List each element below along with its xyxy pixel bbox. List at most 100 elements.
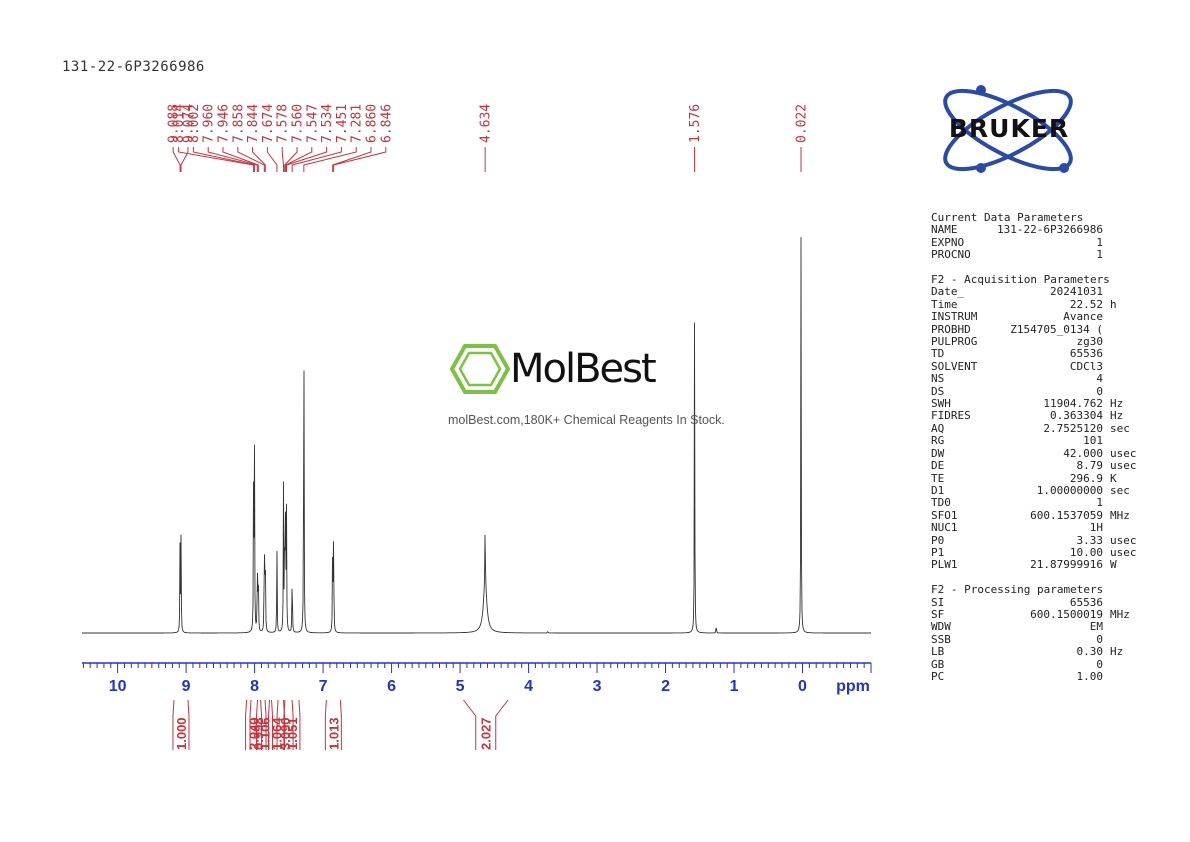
peak-label: 7.578 (276, 104, 291, 143)
param-key: Date_ (931, 285, 965, 299)
param-row: TD 65536 (931, 348, 1139, 361)
integral-bracket (249, 699, 252, 750)
integral-label: 0.998 (251, 717, 266, 750)
param-unit (1103, 336, 1110, 348)
watermark-name: MolBest (510, 346, 657, 392)
param-unit (1103, 249, 1110, 261)
param-row: NS 4 (931, 372, 1139, 386)
param-unit: MHz (1110, 607, 1130, 621)
param-unit: usec (1110, 533, 1137, 547)
spectrum-trace (82, 237, 871, 634)
param-key: PROCNO (931, 248, 971, 262)
integral-label: 3.090 (278, 717, 293, 750)
param-value: 1.00000000 (1036, 483, 1103, 497)
x-tick-label: 8 (250, 678, 259, 695)
param-unit (1103, 671, 1110, 683)
peak-label: 7.844 (246, 104, 261, 143)
param-value: 600.1500019 (1030, 607, 1103, 621)
param-key: DE (931, 459, 945, 473)
param-value: CDCl3 (1069, 359, 1103, 373)
peak-label: 7.451 (335, 104, 350, 143)
param-row: TE 296.9 K (931, 472, 1139, 485)
peak-leader-line (180, 147, 189, 172)
integral-bracket (298, 699, 301, 750)
param-value: 0.363304 (1050, 409, 1103, 423)
integral-bracket (187, 699, 190, 750)
x-tick-label: 7 (319, 678, 328, 695)
param-row: PC 1.00 (931, 670, 1139, 683)
bruker-logo: BRUKER (924, 82, 1094, 178)
peak-leader-line (284, 147, 298, 172)
param-key: SF (931, 607, 945, 621)
param-key: DS (931, 384, 945, 398)
peak-leader-line (207, 147, 258, 172)
x-tick-label: 1 (730, 678, 739, 695)
param-key: TD0 (931, 496, 951, 510)
param-value: 0 (1096, 657, 1103, 671)
param-value: 21.87999916 (1030, 558, 1103, 572)
param-row: LB 0.30 Hz (931, 645, 1139, 659)
integral-label: 1.000 (174, 717, 189, 750)
integral-label: 1.051 (285, 717, 300, 750)
peak-leader-line (333, 147, 387, 172)
peak-label: 7.560 (290, 104, 305, 143)
param-unit (1103, 286, 1110, 298)
param-value: 42.000 (1063, 446, 1103, 460)
param-key: NUC1 (931, 521, 958, 535)
param-unit: h (1110, 297, 1117, 311)
peak-label: 7.946 (216, 104, 231, 143)
param-unit (1103, 386, 1110, 398)
sample-title: 131-22-6P3266986 (62, 59, 205, 75)
param-key: EXPNO (931, 235, 965, 249)
param-row: WDW EM (931, 620, 1139, 633)
param-row: GB 0 (931, 657, 1139, 671)
param-value: 131-22-6P3266986 (997, 223, 1103, 237)
param-unit (1103, 311, 1110, 323)
x-axis-label: ppm (836, 678, 870, 695)
param-row: SSB 0 (931, 632, 1139, 646)
param-value: 101 (1083, 434, 1103, 448)
param-value: 4 (1096, 372, 1103, 386)
param-row: SWH 11904.762 Hz (931, 397, 1139, 411)
param-unit: Hz (1110, 397, 1124, 411)
param-key: NS (931, 372, 945, 386)
param-unit: sec (1110, 483, 1130, 497)
param-value: zg30 (1076, 335, 1104, 349)
param-value: 2.7525120 (1043, 421, 1103, 435)
param-row: PLW1 21.87999916 W (931, 558, 1139, 572)
integral-bracket (245, 699, 248, 750)
watermark-tagline: molBest.com,180K+ Chemical Reagents In S… (448, 413, 725, 427)
param-value: 1H (1089, 521, 1103, 535)
param-value: 1.00 (1076, 670, 1104, 683)
integral-bracket (268, 699, 271, 750)
param-key: P0 (931, 533, 945, 547)
param-key: PLW1 (931, 558, 958, 572)
param-key: P1 (931, 545, 945, 559)
processing-parameters: F2 - Processing parameters SI 65536 SF 600.… (931, 583, 1139, 683)
param-value: Avance (1063, 310, 1103, 324)
param-key: Time (931, 297, 958, 311)
param-unit: MHz (1110, 508, 1130, 522)
param-key: GB (931, 657, 945, 671)
peak-leader-line (222, 147, 259, 172)
param-row: PROCNO 1 (931, 248, 1139, 262)
param-value: 1 (1096, 235, 1103, 249)
x-tick-label: 0 (798, 678, 807, 695)
integral-label: 1.013 (326, 717, 341, 750)
peak-label: 7.281 (350, 104, 365, 143)
peak-leader-line (291, 147, 342, 172)
param-key: SWH (931, 397, 951, 411)
param-key: AQ (931, 421, 945, 435)
param-row: P0 3.33 usec (931, 533, 1139, 547)
x-tick-label: 6 (387, 678, 396, 695)
param-unit (1103, 348, 1110, 360)
param-row: DW 42.000 usec (931, 446, 1139, 460)
param-unit: Hz (1110, 645, 1124, 659)
param-value: 20241031 (1050, 285, 1103, 299)
param-row: AQ 2.7525120 sec (931, 421, 1139, 435)
param-value: 0 (1096, 632, 1103, 646)
param-unit (1103, 237, 1110, 249)
x-tick-label: 3 (593, 678, 602, 695)
param-unit (1103, 522, 1110, 534)
